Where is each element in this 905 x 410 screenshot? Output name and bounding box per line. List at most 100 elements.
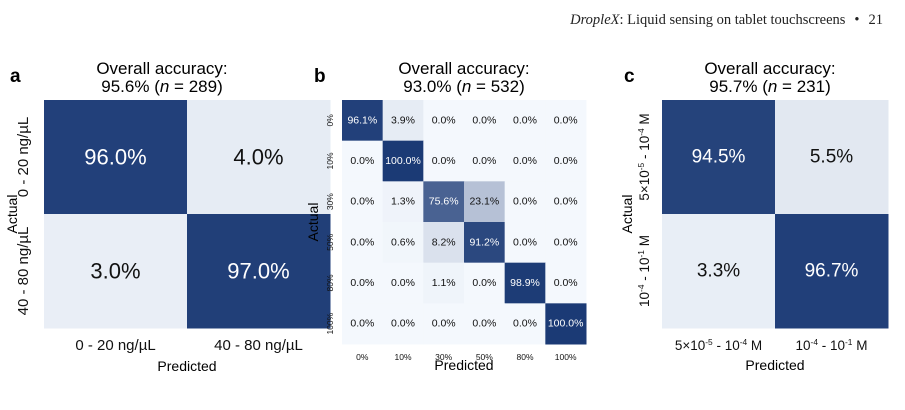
- y-tick-label: 10%: [325, 152, 335, 169]
- y-tick-label: 5×10-5 - 10-4 M: [636, 113, 652, 200]
- panel-letter-b: b: [314, 66, 326, 87]
- cell-value-label: 94.5%: [692, 147, 746, 168]
- heatmap-cell: [382, 140, 424, 182]
- cell-value-label: 3.9%: [391, 114, 415, 126]
- x-tick-label: 5×10-5 - 10-4 M: [675, 337, 762, 353]
- chart-title-line1: Overall accuracy:: [96, 59, 227, 78]
- cell-value-label: 0.0%: [350, 155, 374, 167]
- panel-a: a Overall accuracy:95.6% (n = 289) 96.0% 4.…: [4, 59, 331, 374]
- y-tick-label: 0%: [325, 114, 335, 127]
- heatmap-cell: [342, 181, 384, 223]
- cell-value-label: 0.0%: [391, 277, 415, 289]
- y-axis-title: Actual: [619, 195, 635, 234]
- heatmap-cell: [342, 100, 384, 142]
- cell-value-label: 100.0%: [548, 318, 584, 330]
- y-tick-label: 0 - 20 ng/µL: [15, 117, 32, 197]
- heatmap-cell: [342, 140, 384, 182]
- chart-title-line1: Overall accuracy:: [704, 59, 835, 78]
- heatmap-cell: [464, 100, 506, 142]
- cell-value-label: 0.0%: [513, 196, 537, 208]
- heatmap-cell: [423, 222, 465, 264]
- cell-value-label: 0.0%: [513, 155, 537, 167]
- cell-value-label: 0.0%: [554, 277, 578, 289]
- x-tick-label: 0%: [356, 352, 369, 362]
- cell-value-label: 0.0%: [472, 318, 496, 330]
- heatmap-cell: [504, 181, 546, 223]
- heatmap-cell: [187, 214, 331, 329]
- panel-letter-a: a: [10, 66, 21, 87]
- chart-title-line2: 95.6% (n = 289): [101, 77, 222, 96]
- cell-value-label: 4.0%: [233, 145, 283, 170]
- cell-value-label: 0.0%: [350, 277, 374, 289]
- chart-title-line2: 93.0% (n = 532): [403, 77, 524, 96]
- y-tick-label: 40 - 80 ng/µL: [15, 227, 32, 316]
- heatmap-cell: [342, 262, 384, 304]
- cell-value-label: 91.2%: [469, 236, 499, 248]
- x-axis-title: Predicted: [745, 357, 804, 373]
- cell-value-label: 0.0%: [432, 155, 456, 167]
- cell-value-label: 96.7%: [805, 261, 859, 282]
- cell-value-label: 0.0%: [554, 114, 578, 126]
- panel-letter-c: c: [624, 66, 635, 87]
- heatmap-cell: [44, 214, 188, 329]
- cell-value-label: 75.6%: [429, 196, 459, 208]
- heatmap-cell: [545, 181, 587, 223]
- heatmap-cell: [504, 262, 546, 304]
- cell-value-label: 1.1%: [432, 277, 456, 289]
- cell-value-label: 0.0%: [554, 155, 578, 167]
- x-axis-title: Predicted: [157, 358, 216, 374]
- heatmap-cell: [423, 303, 465, 345]
- heatmap-cell: [342, 303, 384, 345]
- heatmap-cell: [464, 303, 506, 345]
- heatmap-cell: [775, 214, 889, 329]
- chart-title-line2: 95.7% (n = 231): [709, 77, 830, 96]
- y-tick-label: 30%: [325, 193, 335, 210]
- heatmap-cell: [545, 100, 587, 142]
- heatmap-cell: [342, 222, 384, 264]
- heatmap-cell: [382, 262, 424, 304]
- cell-value-label: 96.1%: [347, 114, 377, 126]
- x-tick-label: 0 - 20 ng/µL: [75, 337, 155, 354]
- heatmap-cell: [423, 181, 465, 223]
- cell-value-label: 0.0%: [472, 114, 496, 126]
- cell-value-label: 0.0%: [350, 236, 374, 248]
- heatmap-cell: [382, 222, 424, 264]
- heatmap-cell: [423, 262, 465, 304]
- x-tick-label: 50%: [476, 352, 493, 362]
- cell-value-label: 0.0%: [554, 196, 578, 208]
- y-tick-label: 100%: [325, 312, 335, 334]
- cell-value-label: 0.0%: [513, 236, 537, 248]
- panel-c: c Overall accuracy:95.7% (n = 231) 94.5% 5.…: [619, 59, 889, 373]
- cell-value-label: 0.0%: [513, 114, 537, 126]
- cell-value-label: 0.6%: [391, 236, 415, 248]
- x-tick-label: 100%: [555, 352, 577, 362]
- x-axis-title: Predicted: [434, 357, 493, 373]
- cell-value-label: 0.0%: [350, 196, 374, 208]
- heatmap-cell: [382, 181, 424, 223]
- x-tick-label: 80%: [516, 352, 533, 362]
- x-tick-label: 40 - 80 ng/µL: [214, 337, 303, 354]
- heatmap-cell: [464, 181, 506, 223]
- heatmap-cell: [44, 100, 188, 215]
- heatmap-cell: [545, 303, 587, 345]
- heatmap-cell: [464, 140, 506, 182]
- x-tick-label: 30%: [435, 352, 452, 362]
- heatmap-cell: [423, 100, 465, 142]
- cell-value-label: 98.9%: [510, 277, 540, 289]
- cell-value-label: 96.0%: [84, 145, 146, 170]
- heatmap-cell: [662, 100, 776, 215]
- heatmap-cell: [545, 262, 587, 304]
- cell-value-label: 0.0%: [432, 318, 456, 330]
- heatmap-cell: [423, 140, 465, 182]
- heatmap-cell: [545, 140, 587, 182]
- heatmap-cell: [504, 303, 546, 345]
- cell-value-label: 3.3%: [697, 261, 740, 282]
- cell-value-label: 23.1%: [469, 196, 499, 208]
- cell-value-label: 0.0%: [472, 155, 496, 167]
- heatmap-cell: [382, 303, 424, 345]
- chart-title-line1: Overall accuracy:: [398, 59, 529, 78]
- heatmap-cell: [504, 222, 546, 264]
- x-tick-label: 10%: [394, 352, 411, 362]
- heatmap-cell: [775, 100, 889, 215]
